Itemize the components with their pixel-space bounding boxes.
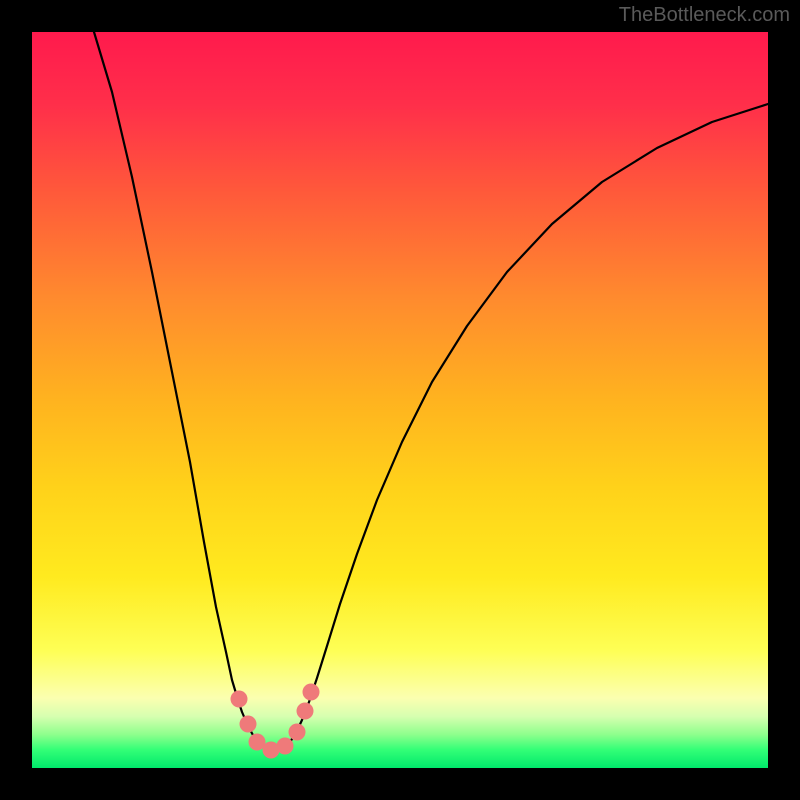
marker-dot	[231, 691, 248, 708]
curve-svg	[32, 32, 768, 768]
marker-dot	[277, 738, 294, 755]
marker-group	[231, 684, 320, 759]
plot-area	[32, 32, 768, 768]
marker-dot	[289, 724, 306, 741]
marker-dot	[297, 703, 314, 720]
v-curve-path	[94, 32, 768, 750]
marker-dot	[240, 716, 257, 733]
marker-dot	[303, 684, 320, 701]
watermark-text: TheBottleneck.com	[619, 4, 790, 27]
